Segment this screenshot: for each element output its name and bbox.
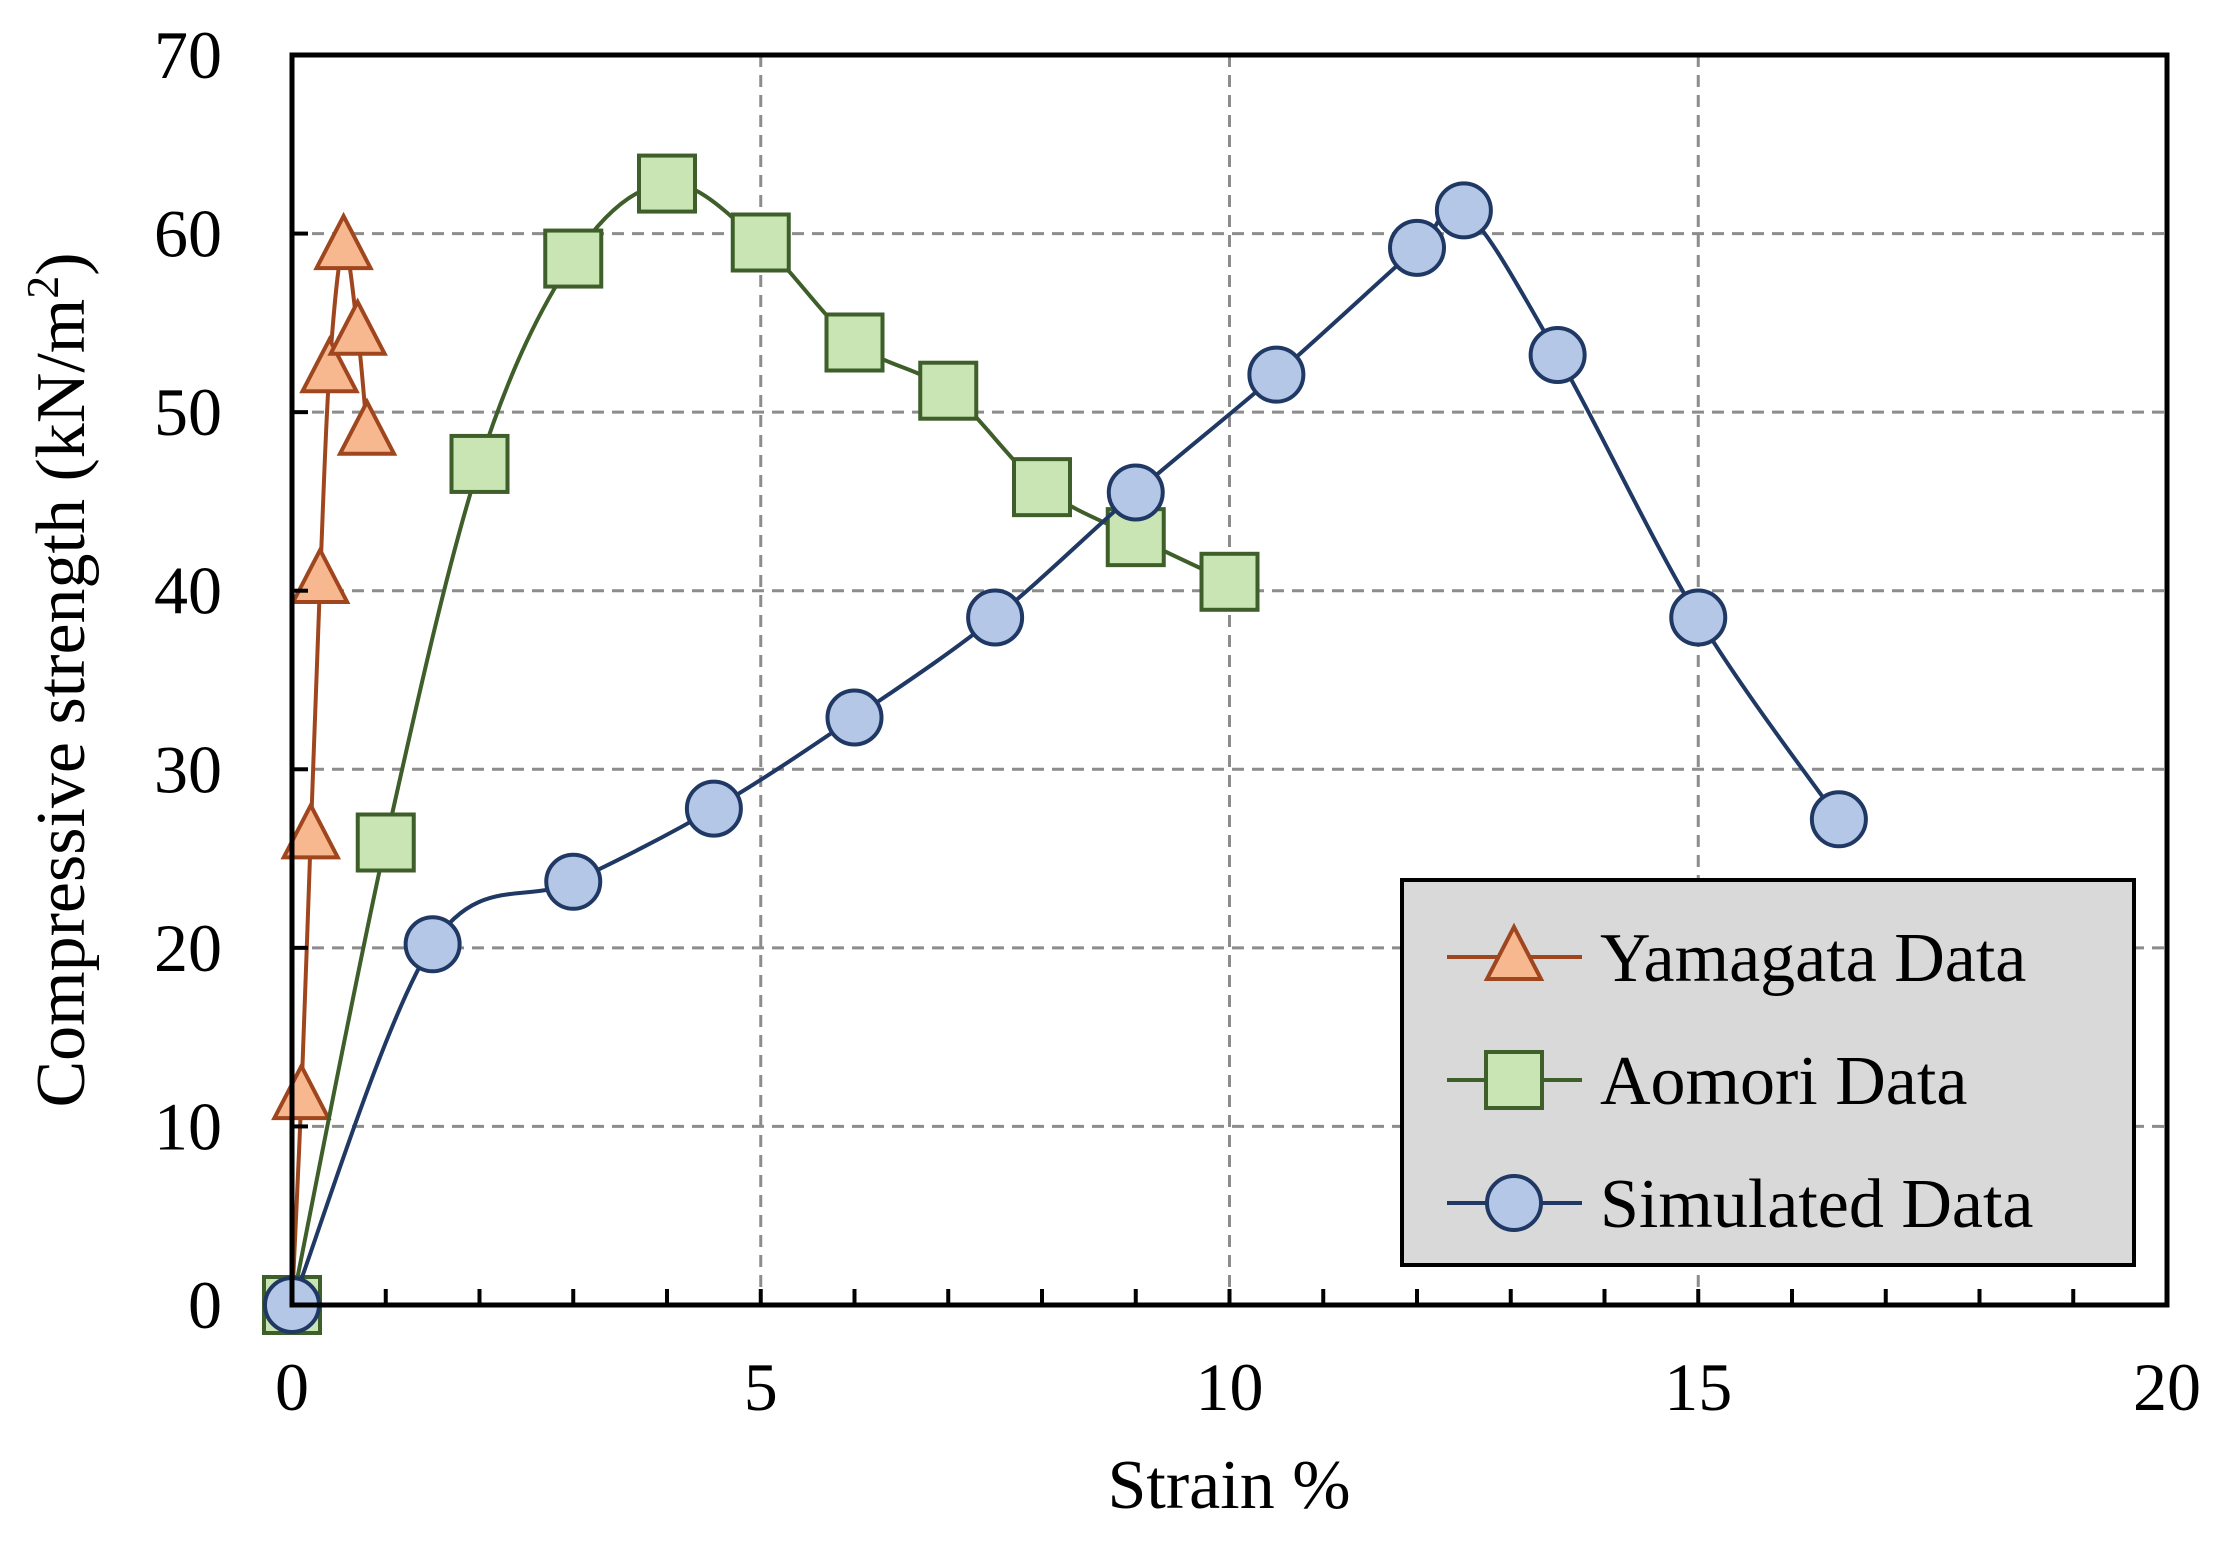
data-point (966, 588, 1025, 647)
data-point (730, 212, 791, 273)
y-tick-label: 20 (154, 910, 222, 986)
y-axis-title-superscript: 2 (17, 276, 68, 299)
series-simulated-data (263, 181, 1868, 1334)
data-point (918, 360, 979, 421)
data-point (825, 688, 884, 747)
y-axis-title-close: ) (23, 252, 100, 275)
data-point (684, 779, 743, 838)
legend: Yamagata Data Aomori Data Simulated Data (1400, 878, 2136, 1267)
legend-marker (1484, 1050, 1544, 1110)
y-axis-title-main: Compressive strength (kN/m (23, 299, 100, 1108)
axis-ticks: 0 5 10 15 20 0 10 20 30 40 50 60 70 (154, 17, 2201, 1425)
data-point (1199, 551, 1260, 612)
data-point (543, 228, 604, 289)
data-point (544, 852, 603, 911)
legend-marker (1483, 922, 1545, 981)
x-tick-label: 20 (2133, 1349, 2201, 1425)
y-tick-label: 40 (154, 553, 222, 629)
legend-entry: Yamagata Data (1447, 920, 2026, 997)
x-tick-label: 5 (744, 1349, 778, 1425)
legend-label: Aomori Data (1600, 1043, 1967, 1120)
data-point (271, 1061, 332, 1121)
legend-label: Yamagata Data (1600, 920, 2026, 997)
series-yamagata-data (261, 211, 398, 1329)
x-tick-label: 0 (275, 1349, 309, 1425)
series-group (261, 153, 1868, 1335)
data-point (336, 397, 398, 456)
data-point (327, 297, 388, 356)
data-point (824, 312, 885, 373)
y-tick-label: 0 (188, 1267, 222, 1343)
data-point (449, 433, 510, 494)
data-point (403, 915, 462, 974)
legend-marker (1485, 1174, 1543, 1232)
data-point (1012, 457, 1072, 518)
data-point (637, 153, 697, 214)
data-point (1669, 588, 1728, 647)
y-tick-label: 70 (154, 17, 222, 93)
data-point (1809, 790, 1868, 849)
data-point (355, 812, 416, 873)
x-tick-label: 10 (1196, 1349, 1264, 1425)
y-tick-label: 10 (154, 1088, 222, 1164)
y-tick-label: 30 (154, 731, 222, 807)
data-point (1528, 326, 1587, 384)
data-point (313, 211, 374, 271)
y-tick-label: 50 (154, 374, 222, 450)
legend-entry: Simulated Data (1447, 1166, 2034, 1243)
data-point (280, 801, 342, 860)
data-point (299, 334, 360, 394)
y-tick-label: 60 (154, 196, 222, 272)
y-axis-title: Compressive strength (kN/m2) (17, 252, 100, 1107)
legend-entry: Aomori Data (1447, 1043, 1967, 1120)
data-point (1434, 181, 1493, 240)
x-tick-label: 15 (1664, 1349, 1732, 1425)
data-point (1247, 345, 1306, 404)
legend-label: Simulated Data (1600, 1166, 2034, 1243)
x-axis-title: Strain % (1107, 1447, 1350, 1524)
data-point (1388, 218, 1446, 277)
data-point (1106, 463, 1165, 522)
